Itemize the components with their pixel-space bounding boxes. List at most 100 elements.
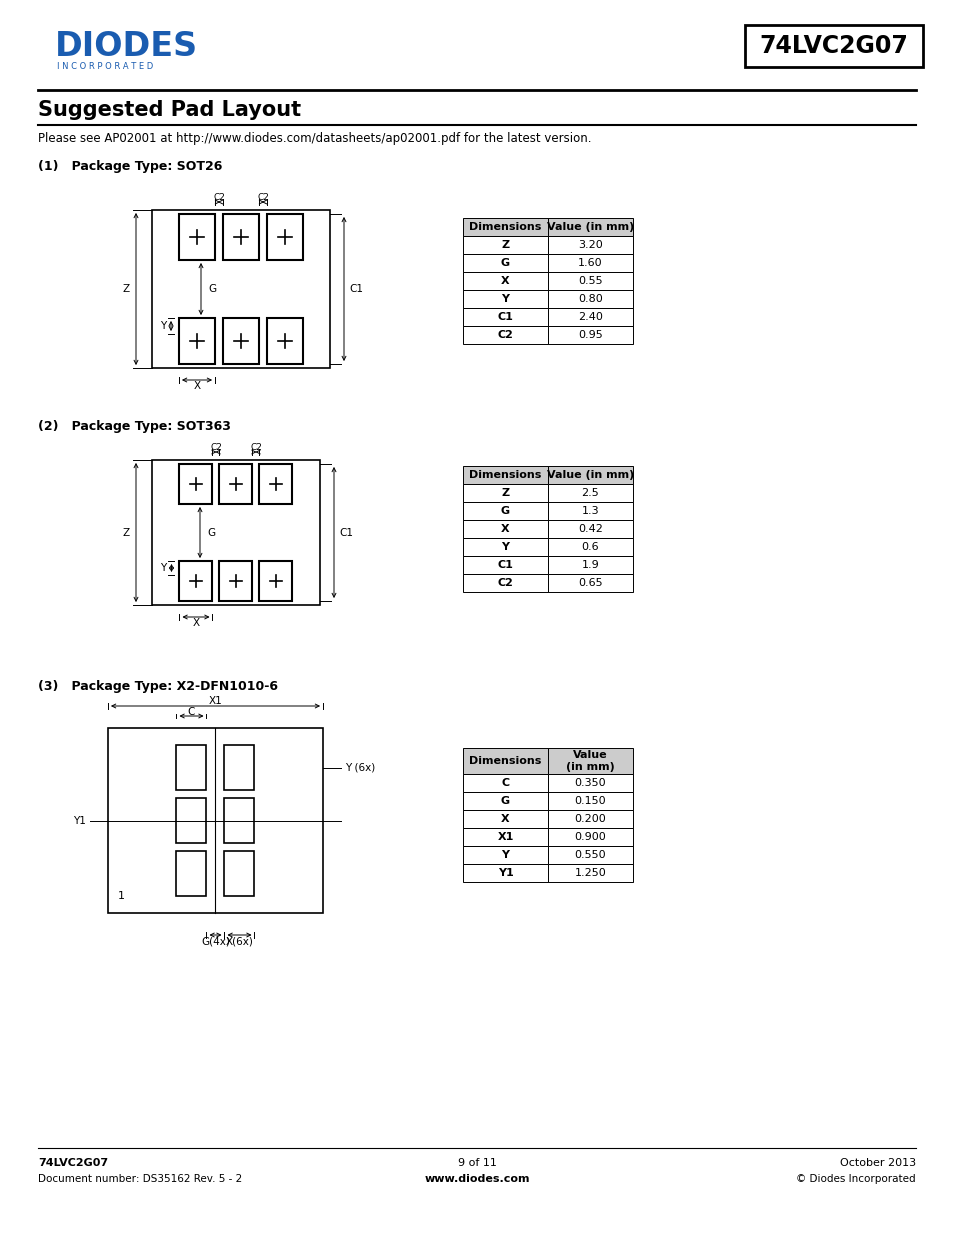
Bar xyxy=(462,748,547,774)
Text: 2.40: 2.40 xyxy=(578,312,602,322)
Text: Value (in mm): Value (in mm) xyxy=(546,471,634,480)
Text: C1: C1 xyxy=(349,284,363,294)
Bar xyxy=(176,745,206,790)
Text: Y: Y xyxy=(160,321,166,331)
Text: C2: C2 xyxy=(497,578,513,588)
Bar xyxy=(267,214,303,261)
Text: 0.80: 0.80 xyxy=(578,294,602,304)
Text: 0.900: 0.900 xyxy=(574,832,606,842)
Bar xyxy=(547,864,633,882)
Text: 74LVC2G07: 74LVC2G07 xyxy=(38,1158,108,1168)
Bar xyxy=(547,254,633,272)
Bar xyxy=(547,827,633,846)
Bar xyxy=(462,810,547,827)
Bar xyxy=(547,810,633,827)
Text: Y: Y xyxy=(501,294,509,304)
Text: Dimensions: Dimensions xyxy=(469,222,541,232)
Bar xyxy=(259,464,293,504)
Text: Z: Z xyxy=(501,488,509,498)
Text: C2: C2 xyxy=(213,194,225,203)
Bar xyxy=(547,272,633,290)
Bar xyxy=(462,308,547,326)
Text: C1: C1 xyxy=(338,527,353,537)
Bar xyxy=(267,317,303,364)
Text: C2: C2 xyxy=(210,443,222,452)
Text: 0.42: 0.42 xyxy=(578,524,602,534)
Bar xyxy=(152,210,330,368)
Text: Z: Z xyxy=(501,240,509,249)
Text: G: G xyxy=(208,284,215,294)
Bar xyxy=(259,561,293,601)
Bar xyxy=(462,792,547,810)
Text: I N C O R P O R A T E D: I N C O R P O R A T E D xyxy=(57,62,153,70)
Bar xyxy=(108,727,323,913)
Text: X: X xyxy=(500,814,509,824)
Bar xyxy=(462,846,547,864)
Bar xyxy=(547,501,633,520)
Text: 0.65: 0.65 xyxy=(578,578,602,588)
Bar xyxy=(547,538,633,556)
Bar xyxy=(224,798,254,844)
Text: 0.95: 0.95 xyxy=(578,330,602,340)
Bar xyxy=(547,466,633,484)
Bar xyxy=(547,574,633,592)
Bar xyxy=(219,561,253,601)
Text: Y: Y xyxy=(160,563,167,573)
Text: Y: Y xyxy=(501,542,509,552)
Bar xyxy=(462,484,547,501)
Text: 2.5: 2.5 xyxy=(581,488,598,498)
Bar xyxy=(462,574,547,592)
Text: 0.350: 0.350 xyxy=(574,778,606,788)
Bar xyxy=(462,466,547,484)
Bar xyxy=(219,464,253,504)
Text: G: G xyxy=(207,527,214,537)
Bar xyxy=(547,290,633,308)
Text: G: G xyxy=(500,797,510,806)
Bar xyxy=(179,214,214,261)
Text: X: X xyxy=(500,524,509,534)
Text: Dimensions: Dimensions xyxy=(469,756,541,766)
Bar xyxy=(176,851,206,897)
Text: G: G xyxy=(500,506,510,516)
Bar xyxy=(547,236,633,254)
Text: Document number: DS35162 Rev. 5 - 2: Document number: DS35162 Rev. 5 - 2 xyxy=(38,1174,242,1184)
Bar xyxy=(547,792,633,810)
Text: Y1: Y1 xyxy=(73,815,86,825)
Bar xyxy=(462,520,547,538)
Text: C: C xyxy=(501,778,509,788)
Text: 1: 1 xyxy=(118,890,125,902)
Text: 9 of 11: 9 of 11 xyxy=(457,1158,496,1168)
Bar xyxy=(462,326,547,345)
Bar xyxy=(462,827,547,846)
Bar xyxy=(547,556,633,574)
Text: DIODES: DIODES xyxy=(55,30,198,63)
Bar xyxy=(462,254,547,272)
Text: C1: C1 xyxy=(497,312,513,322)
Bar xyxy=(223,214,258,261)
Bar xyxy=(547,846,633,864)
Text: Dimensions: Dimensions xyxy=(469,471,541,480)
Text: Y1: Y1 xyxy=(497,868,513,878)
Text: X: X xyxy=(193,382,200,391)
Bar xyxy=(224,851,254,897)
Bar xyxy=(547,774,633,792)
Bar xyxy=(462,272,547,290)
Bar xyxy=(462,219,547,236)
Text: G: G xyxy=(500,258,510,268)
Bar xyxy=(462,290,547,308)
Text: (3)   Package Type: X2-DFN1010-6: (3) Package Type: X2-DFN1010-6 xyxy=(38,680,277,693)
Text: © Diodes Incorporated: © Diodes Incorporated xyxy=(796,1174,915,1184)
Bar xyxy=(744,25,923,67)
Bar xyxy=(462,538,547,556)
Text: 0.200: 0.200 xyxy=(574,814,606,824)
Text: 3.20: 3.20 xyxy=(578,240,602,249)
Text: 1.60: 1.60 xyxy=(578,258,602,268)
Text: 0.150: 0.150 xyxy=(574,797,606,806)
Bar xyxy=(462,864,547,882)
Bar xyxy=(179,561,213,601)
Text: Y: Y xyxy=(501,850,509,860)
Text: C2: C2 xyxy=(256,194,269,203)
Bar xyxy=(179,317,214,364)
Text: C: C xyxy=(188,706,195,718)
Bar xyxy=(547,326,633,345)
